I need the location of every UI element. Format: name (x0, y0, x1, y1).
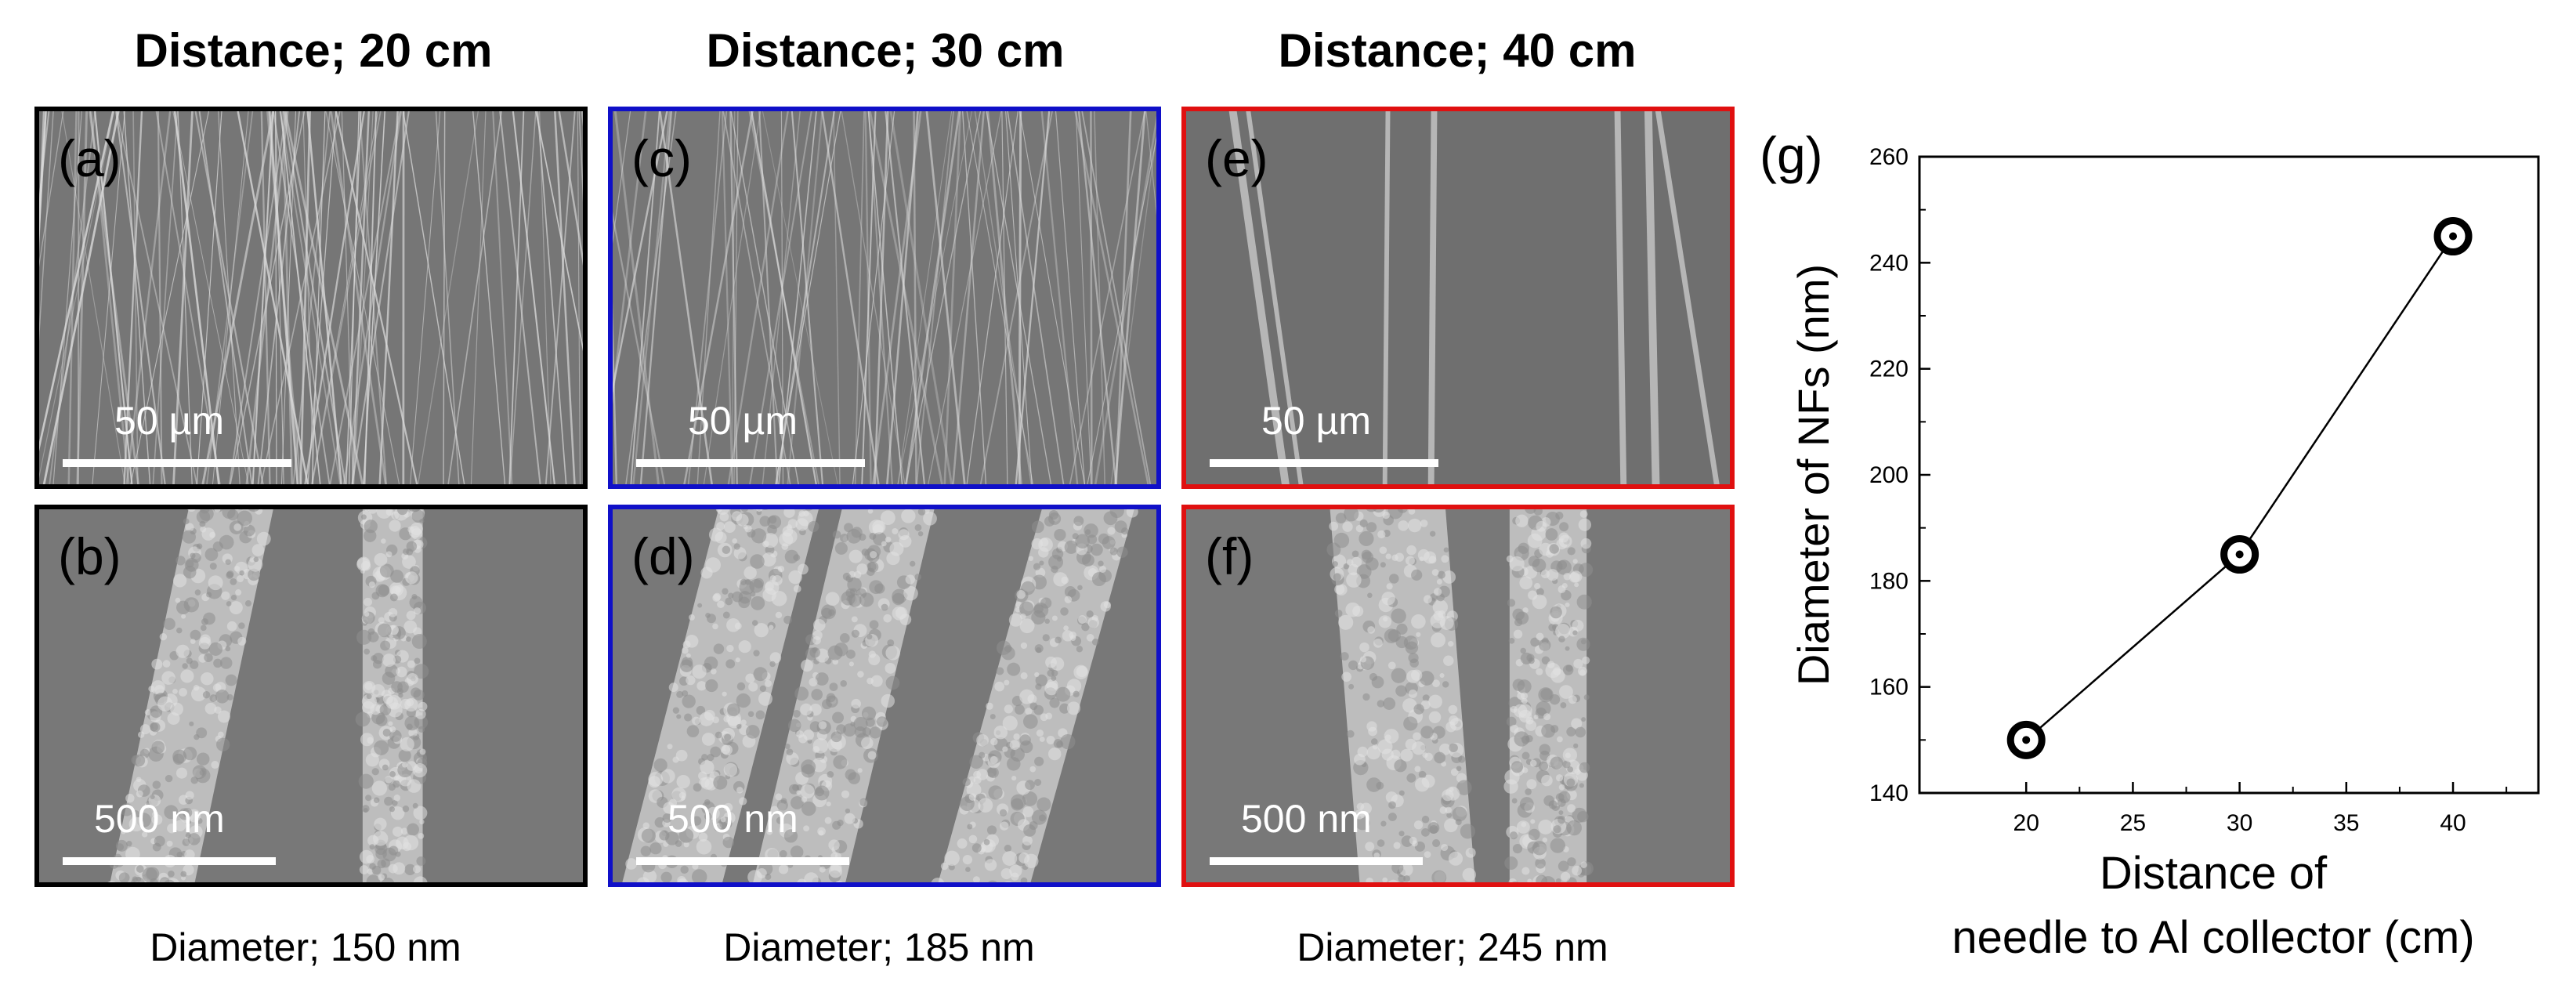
sem-panel-f: (f) 500 nm (1181, 505, 1735, 887)
y-tick-label: 260 (1869, 144, 1908, 170)
sem-image-d (613, 509, 1156, 882)
panel-label-d: (d) (631, 527, 695, 585)
scale-bar-d (636, 857, 849, 865)
sem-image-a (39, 111, 583, 484)
data-point (2220, 535, 2259, 574)
x-tick-label: 30 (2227, 810, 2252, 836)
y-tick-label: 180 (1869, 568, 1908, 594)
y-tick-label: 200 (1869, 462, 1908, 488)
sem-panel-b: (b) 500 nm (34, 505, 588, 887)
panel-label-b: (b) (58, 527, 121, 585)
x-axis-label: Distance of (2100, 848, 2328, 899)
y-tick-label: 160 (1869, 675, 1908, 701)
sem-panel-e: (e) 50 µm (1181, 107, 1735, 489)
series-line (2025, 235, 2455, 741)
panel-label-c: (c) (631, 129, 692, 187)
x-axis-label: needle to Al collector (cm) (1952, 912, 2474, 963)
scale-bar-a (63, 459, 291, 467)
caption-20cm: Diameter; 150 nm (150, 925, 461, 969)
sem-image-e (1186, 111, 1730, 484)
scale-text-f: 500 nm (1241, 797, 1372, 841)
column-title-40cm: Distance; 40 cm (1278, 24, 1637, 77)
y-axis-label: Diameter of NFs (nm) (1789, 264, 1838, 686)
x-tick-label: 20 (2013, 810, 2039, 836)
scale-text-c: 50 µm (688, 399, 798, 443)
x-tick-label: 25 (2120, 810, 2146, 836)
scale-bar-b (63, 857, 276, 865)
y-tick-label: 140 (1869, 780, 1908, 806)
data-point (2433, 217, 2473, 255)
scale-text-d: 500 nm (668, 797, 798, 841)
sem-panel-d: (d) 500 nm (608, 505, 1161, 887)
caption-30cm: Diameter; 185 nm (723, 925, 1035, 969)
column-title-30cm: Distance; 30 cm (706, 24, 1065, 77)
scale-bar-c (636, 459, 865, 467)
sem-image-c (613, 111, 1156, 484)
panel-label-a: (a) (58, 129, 121, 187)
scale-text-e: 50 µm (1261, 399, 1371, 443)
column-title-20cm: Distance; 20 cm (134, 24, 493, 77)
scale-bar-f (1210, 857, 1423, 865)
data-point (2006, 720, 2046, 759)
sem-panel-a: (a) 50 µm (34, 107, 588, 489)
panel-label-g: (g) (1760, 126, 1823, 184)
y-tick-label: 220 (1869, 357, 1908, 382)
sem-image-b (39, 509, 583, 882)
panel-label-e: (e) (1205, 129, 1268, 187)
scale-text-b: 500 nm (94, 797, 225, 841)
caption-40cm: Diameter; 245 nm (1297, 925, 1608, 969)
scale-text-a: 50 µm (114, 399, 224, 443)
panel-label-f: (f) (1205, 527, 1254, 585)
sem-image-f (1186, 509, 1730, 882)
sem-panel-c: (c) 50 µm (608, 107, 1161, 489)
diameter-vs-distance-chart: 140 160 180 200 220 240 260 20 25 30 35 40 Diameter … (1789, 144, 2540, 963)
y-tick-label: 240 (1869, 250, 1908, 276)
x-tick-label: 40 (2440, 810, 2466, 836)
scale-bar-e (1210, 459, 1438, 467)
x-tick-label: 35 (2333, 810, 2359, 836)
